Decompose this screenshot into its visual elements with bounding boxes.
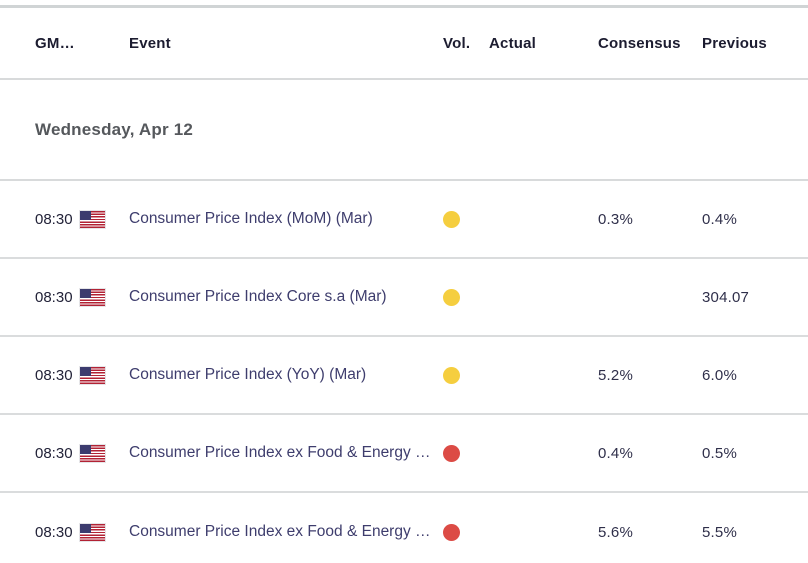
event-time-cell: 08:30 [35, 366, 129, 384]
vol-cell [443, 444, 489, 462]
event-link[interactable]: Consumer Price Index Core s.a (Mar) [129, 288, 387, 305]
consensus-value: 5.6% [598, 523, 633, 541]
volatility-dot-icon [443, 210, 460, 228]
event-row[interactable]: 08:30 Consumer Price Index Core s.a (Mar… [0, 259, 808, 337]
event-time: 08:30 [35, 523, 73, 541]
column-header-vol: Vol. [443, 34, 471, 52]
vol-cell [443, 288, 489, 306]
event-time-cell: 08:30 [35, 444, 129, 462]
event-row[interactable]: 08:30 Consumer Price Index ex Food & Ene… [0, 493, 808, 563]
vol-cell [443, 366, 489, 384]
day-header-row: Wednesday, Apr 12 [0, 80, 808, 181]
event-time-cell: 08:30 [35, 288, 129, 306]
vol-cell [443, 523, 489, 541]
column-header-gmt: GM… [35, 34, 75, 52]
event-row[interactable]: 08:30 Consumer Price Index (MoM) (Mar) 0… [0, 181, 808, 259]
previous-value: 304.07 [702, 288, 750, 306]
previous-value: 0.5% [702, 444, 737, 462]
event-time-cell: 08:30 [35, 210, 129, 228]
event-time-cell: 08:30 [35, 523, 129, 541]
volatility-dot-icon [443, 288, 460, 306]
vol-cell [443, 210, 489, 228]
us-flag-icon [79, 366, 105, 384]
us-flag-icon [79, 288, 105, 306]
event-link[interactable]: Consumer Price Index ex Food & Energy … [129, 444, 431, 461]
event-time: 08:30 [35, 210, 73, 228]
us-flag-icon [79, 444, 105, 462]
column-header-consensus: Consensus [598, 34, 681, 52]
event-link[interactable]: Consumer Price Index ex Food & Energy … [129, 523, 431, 540]
previous-value: 0.4% [702, 210, 737, 228]
consensus-value: 5.2% [598, 366, 633, 384]
volatility-dot-icon [443, 523, 460, 541]
event-link[interactable]: Consumer Price Index (MoM) (Mar) [129, 210, 373, 227]
previous-value: 6.0% [702, 366, 737, 384]
event-row[interactable]: 08:30 Consumer Price Index (YoY) (Mar) 5… [0, 337, 808, 415]
consensus-value: 0.4% [598, 444, 633, 462]
event-time: 08:30 [35, 366, 73, 384]
day-label: Wednesday, Apr 12 [35, 119, 194, 139]
event-link[interactable]: Consumer Price Index (YoY) (Mar) [129, 366, 367, 383]
column-header-previous: Previous [702, 34, 767, 52]
consensus-value: 0.3% [598, 210, 633, 228]
volatility-dot-icon [443, 366, 460, 384]
volatility-dot-icon [443, 444, 460, 462]
table-header-row: GM… Event Vol. Actual Consensus Previous [0, 8, 808, 80]
us-flag-icon [79, 523, 105, 541]
column-header-event: Event [129, 34, 171, 52]
event-row[interactable]: 08:30 Consumer Price Index ex Food & Ene… [0, 415, 808, 493]
event-time: 08:30 [35, 288, 73, 306]
economic-calendar-table: GM… Event Vol. Actual Consensus Previous… [0, 5, 808, 563]
us-flag-icon [79, 210, 105, 228]
column-header-actual: Actual [489, 34, 537, 52]
previous-value: 5.5% [702, 523, 737, 541]
event-time: 08:30 [35, 444, 73, 462]
